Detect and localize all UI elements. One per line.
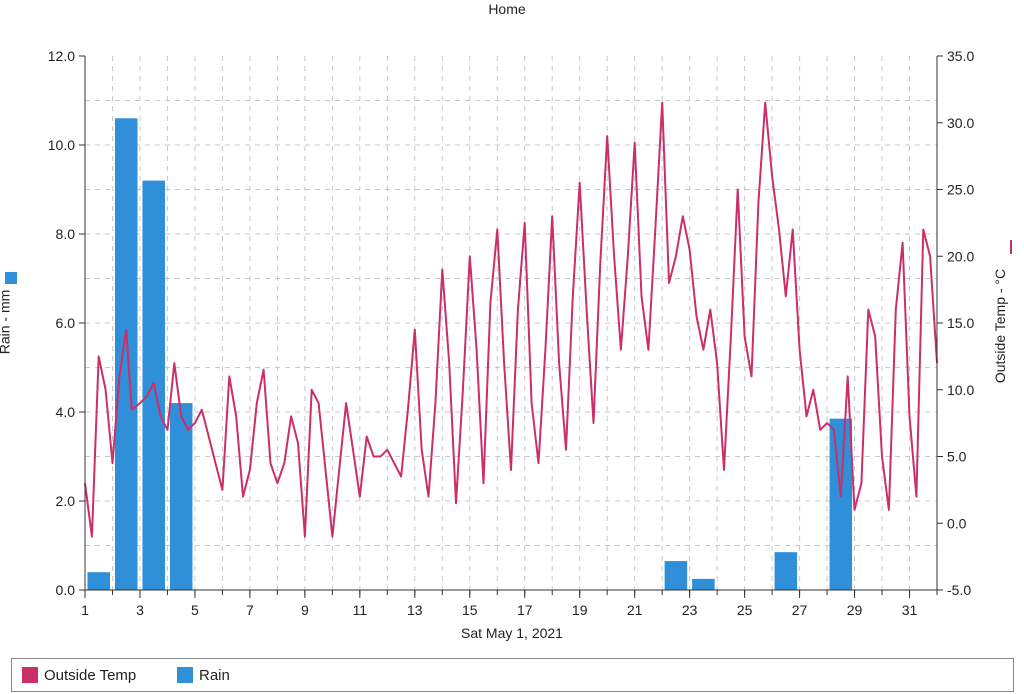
temp-line: [84, 101, 938, 538]
y-right-tick-label: 0.0: [947, 515, 967, 531]
rain-bar: [692, 578, 715, 590]
legend-label-temp: Outside Temp: [44, 667, 137, 684]
x-tick-label: 9: [301, 602, 309, 618]
x-tick-label: 19: [572, 602, 588, 618]
y-axis-left-label: Rain - mm: [0, 289, 13, 355]
right-axis-ticks: -5.0 0.0 5.0 10.0 15.0 20.0 25.0 30.0 35.0: [937, 48, 974, 598]
x-tick-label: 27: [792, 602, 808, 618]
y-right-tick-label: 35.0: [947, 48, 974, 64]
legend-swatch-temp: [22, 667, 38, 683]
y-right-tick-label: 30.0: [947, 115, 974, 131]
y-left-tick-label: 10.0: [48, 137, 75, 153]
rain-bar: [664, 561, 688, 590]
x-tick-label: 15: [462, 602, 478, 618]
x-tick-label: 13: [407, 602, 423, 618]
x-axis-ticks: 1 3 5 7 9 11 13 15 17 19 21 23 25 27 29 31: [81, 590, 938, 618]
x-tick-label: 11: [353, 602, 368, 618]
x-tick-label: 5: [191, 602, 199, 618]
legend-label-rain: Rain: [199, 667, 230, 684]
rain-bar: [87, 572, 111, 590]
left-axis-ticks: 0.0 2.0 4.0 6.0 8.0 10.0 12.0: [48, 48, 85, 598]
rain-bar: [829, 418, 853, 590]
x-tick-label: 1: [81, 602, 89, 618]
rain-bar: [774, 552, 798, 590]
legend-swatch-rain: [177, 667, 193, 683]
rain-axis-marker: [5, 272, 17, 284]
x-tick-label: 3: [136, 602, 144, 618]
x-tick-label: 31: [902, 602, 918, 618]
y-left-tick-label: 8.0: [56, 226, 76, 242]
y-left-tick-label: 4.0: [56, 404, 76, 420]
legend-item-rain[interactable]: Rain: [177, 667, 230, 684]
x-tick-label: 23: [682, 602, 698, 618]
legend: Outside Temp Rain: [11, 658, 1014, 692]
x-tick-label: 17: [517, 602, 533, 618]
y-left-tick-label: 0.0: [56, 582, 76, 598]
y-right-tick-label: -5.0: [947, 582, 971, 598]
legend-item-temp[interactable]: Outside Temp: [22, 667, 136, 684]
rain-bar: [114, 118, 138, 591]
y-right-tick-label: 25.0: [947, 182, 974, 198]
temp-series-line: [84, 101, 938, 538]
y-right-tick-label: 10.0: [947, 382, 974, 398]
y-right-tick-label: 5.0: [947, 449, 967, 465]
x-tick-label: 7: [246, 602, 254, 618]
x-axis-label: Sat May 1, 2021: [461, 625, 563, 641]
y-right-tick-label: 15.0: [947, 315, 974, 331]
x-tick-label: 29: [847, 602, 863, 618]
grid: [84, 56, 938, 590]
y-left-tick-label: 2.0: [56, 493, 76, 509]
y-left-tick-label: 6.0: [56, 315, 76, 331]
x-tick-label: 21: [627, 602, 643, 618]
x-tick-label: 25: [737, 602, 753, 618]
y-right-tick-label: 20.0: [947, 248, 974, 264]
y-left-tick-label: 12.0: [48, 48, 75, 64]
chart-title: Home: [488, 1, 526, 17]
y-axis-right-label: Outside Temp - °C: [992, 268, 1009, 384]
rain-bar: [169, 403, 193, 590]
temp-axis-marker: [1010, 240, 1012, 254]
